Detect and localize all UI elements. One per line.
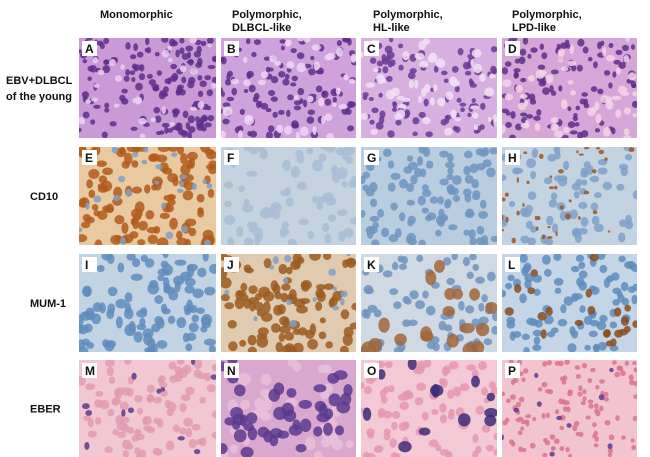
panel-letter: E <box>85 151 93 165</box>
micrograph-panel <box>361 254 497 352</box>
panel-letter-box <box>505 150 520 165</box>
column-header: HL-like <box>373 22 410 34</box>
panel-letter-box <box>505 257 520 272</box>
panel-letter-box <box>224 363 239 378</box>
micrograph-panel <box>361 147 497 245</box>
column-header: Polymorphic, <box>512 9 582 21</box>
panel-letter: F <box>227 151 234 165</box>
micrograph-panel <box>79 254 216 352</box>
micrograph-panel <box>361 38 497 138</box>
row-label: MUM-1 <box>30 298 66 310</box>
panel-letter-box <box>224 257 239 272</box>
panel-letter-box <box>505 363 520 378</box>
column-header: Polymorphic, <box>373 9 443 21</box>
panel-letter: D <box>508 42 517 56</box>
panel-letter-box <box>82 257 97 272</box>
row-label: of the young <box>6 91 72 103</box>
panel-letter-box <box>364 363 379 378</box>
panel-letter: K <box>367 258 376 272</box>
panel-letter: G <box>367 151 376 165</box>
micrograph-panel <box>221 147 356 245</box>
panel-letter: O <box>367 364 376 378</box>
column-header: DLBCL-like <box>232 22 291 34</box>
column-header: Polymorphic, <box>232 9 302 21</box>
micrograph-panel <box>221 38 356 138</box>
row-label: EBER <box>30 404 61 416</box>
column-header: LPD-like <box>512 22 556 34</box>
micrograph-panel <box>79 360 216 457</box>
micrograph-panel <box>221 360 356 457</box>
micrograph-panel <box>502 147 637 245</box>
panel-background <box>221 38 356 138</box>
panel-letter-box <box>364 41 379 56</box>
panel-letter: I <box>85 258 88 272</box>
panel-letter-box <box>364 150 379 165</box>
panel-letter-box <box>82 363 97 378</box>
panel-letter: P <box>508 364 516 378</box>
panel-letter: C <box>367 42 376 56</box>
panel-letter-box <box>364 257 379 272</box>
panel-letter-box <box>224 150 239 165</box>
column-header: Monomorphic <box>100 9 173 21</box>
panel-background <box>502 147 637 245</box>
micrograph-panel <box>79 147 216 245</box>
panel-letter-box <box>82 150 97 165</box>
micrograph-panel <box>79 38 216 138</box>
micrograph-panel <box>361 360 497 457</box>
panel-letter-box <box>224 41 239 56</box>
panel-letter: J <box>227 258 234 272</box>
panel-letter: A <box>85 42 94 56</box>
panel-letter: M <box>85 364 95 378</box>
panel-letter-box <box>505 41 520 56</box>
panel-letter: L <box>508 258 515 272</box>
micrograph-panel <box>502 254 637 352</box>
panel-letter-box <box>82 41 97 56</box>
micrograph-panel <box>502 38 637 138</box>
panel-letter: N <box>227 364 236 378</box>
row-label: EBV+DLBCL <box>6 75 73 87</box>
panel-letter: B <box>227 42 236 56</box>
micrograph-panel <box>502 360 637 457</box>
row-label: CD10 <box>30 191 58 203</box>
panel-letter: H <box>508 151 517 165</box>
micrograph-panel <box>221 254 356 352</box>
